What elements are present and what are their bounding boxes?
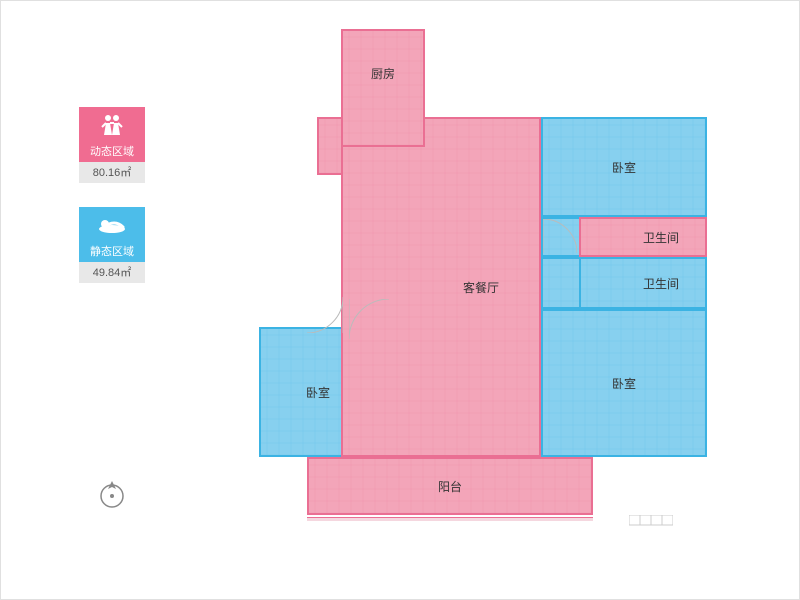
room-living: 客餐厅: [341, 117, 541, 457]
room-bath2: 卫生间: [579, 257, 707, 309]
room-bath1: 卫生间: [579, 217, 707, 257]
room-bed2: 卧室: [541, 309, 707, 457]
compass-icon: [97, 479, 127, 514]
people-icon: [79, 107, 145, 141]
room-label: 厨房: [371, 65, 395, 82]
legend-static-value: 49.84㎡: [79, 262, 145, 283]
room-kitchen: 厨房: [341, 29, 425, 147]
room-label: 卧室: [306, 384, 330, 401]
legend-static-label: 静态区域: [79, 241, 145, 262]
floor-detail-icon: [629, 515, 673, 529]
legend-dynamic: 动态区域 80.16㎡: [79, 107, 145, 183]
legend-static: 静态区域 49.84㎡: [79, 207, 145, 283]
room-balcony: 阳台: [307, 457, 593, 515]
door-arc-icon: [307, 297, 343, 333]
door-arc-icon: [349, 299, 389, 339]
room-label: 卫生间: [643, 275, 679, 292]
room-bath2-ext: [541, 257, 581, 309]
room-label: 客餐厅: [463, 279, 499, 296]
legend: 动态区域 80.16㎡ 静态区域 49.84㎡: [79, 107, 145, 307]
door-arc-icon: [543, 219, 577, 253]
floor-plan: 阳台卧室卧室卫生间卫生间卧室客餐厅厨房: [259, 29, 729, 569]
room-bed1: 卧室: [541, 117, 707, 217]
room-label: 阳台: [438, 478, 462, 495]
room-label: 卧室: [612, 159, 636, 176]
legend-dynamic-value: 80.16㎡: [79, 162, 145, 183]
legend-dynamic-label: 动态区域: [79, 141, 145, 162]
room-label: 卧室: [612, 375, 636, 392]
sleep-icon: [79, 207, 145, 241]
room-label: 卫生间: [643, 229, 679, 246]
balcony-rail: [307, 517, 593, 521]
